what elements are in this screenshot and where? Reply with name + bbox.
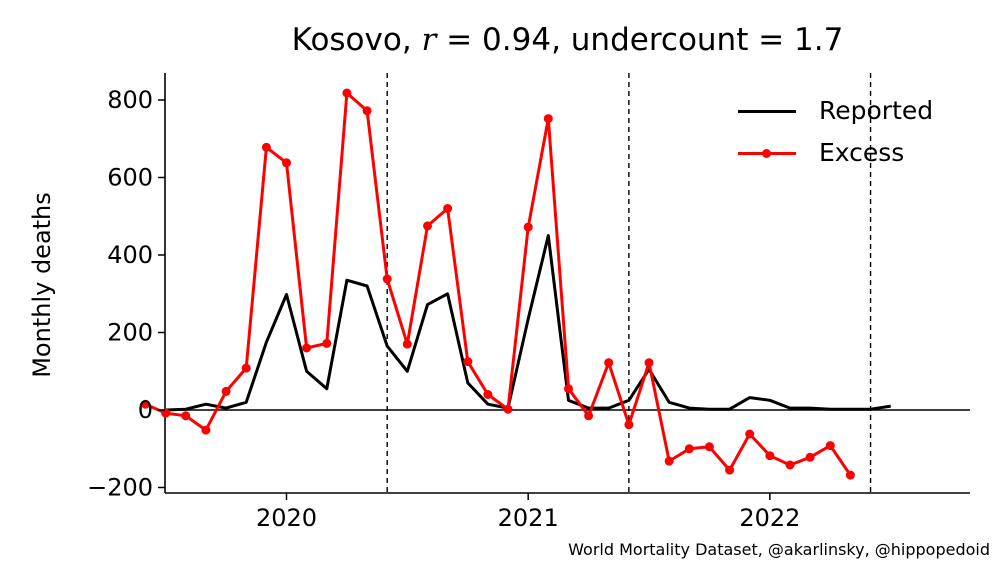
data-point-excess-7 xyxy=(282,158,291,168)
title-r-symbol: r xyxy=(421,22,437,58)
data-point-excess-1 xyxy=(161,408,171,418)
x-tick-label-2: 2022 xyxy=(739,504,800,532)
y-tick-label-2: 200 xyxy=(107,319,153,347)
legend: Reported Excess xyxy=(736,93,933,177)
legend-label-reported: Reported xyxy=(819,96,934,125)
data-point-excess-26 xyxy=(664,456,674,466)
chart-title: Kosovo, r = 0.94, undercount = 1.7 xyxy=(165,22,970,58)
x-tick-label-1: 2021 xyxy=(498,504,559,532)
data-point-excess-4 xyxy=(221,386,231,396)
data-point-excess-3 xyxy=(201,425,211,435)
data-point-excess-21 xyxy=(564,384,573,394)
data-point-excess-5 xyxy=(241,363,251,373)
data-point-excess-31 xyxy=(765,451,775,461)
data-point-excess-0 xyxy=(141,399,150,409)
data-point-excess-28 xyxy=(704,442,714,452)
axes xyxy=(164,73,970,494)
data-point-excess-32 xyxy=(785,460,795,470)
data-point-excess-6 xyxy=(261,142,271,152)
data-point-excess-11 xyxy=(362,106,372,116)
ticks-group: −200 0 200 400 600 800 2020 2021 2022 xyxy=(87,86,800,532)
data-point-excess-16 xyxy=(463,357,473,367)
legend-label-excess: Excess xyxy=(819,138,905,167)
y-tick-label-5: 800 xyxy=(107,86,153,114)
data-point-excess-30 xyxy=(745,429,755,439)
series-group xyxy=(141,88,891,480)
data-point-excess-25 xyxy=(644,358,654,368)
data-point-excess-23 xyxy=(604,358,614,368)
data-point-excess-15 xyxy=(443,204,453,213)
legend-item-reported: Reported xyxy=(736,93,933,135)
data-point-excess-17 xyxy=(483,390,493,399)
data-point-excess-10 xyxy=(342,88,352,98)
credit-text: World Mortality Dataset, @akarlinsky, @h… xyxy=(568,540,990,559)
title-stats: = 0.94, undercount = 1.7 xyxy=(436,22,844,58)
y-axis-label: Monthly deaths xyxy=(28,192,56,378)
data-point-excess-20 xyxy=(543,114,553,124)
series-line-reported xyxy=(165,234,891,412)
y-tick-label-4: 600 xyxy=(107,164,153,192)
data-point-excess-22 xyxy=(584,411,594,421)
data-point-excess-33 xyxy=(805,452,815,462)
data-point-excess-29 xyxy=(725,465,735,475)
data-point-excess-9 xyxy=(322,338,332,348)
data-point-excess-19 xyxy=(523,222,533,232)
series-line-excess xyxy=(144,91,852,476)
data-point-excess-13 xyxy=(402,339,412,349)
title-prefix: Kosovo, xyxy=(291,22,422,58)
data-point-excess-24 xyxy=(624,420,634,430)
legend-marker-excess xyxy=(762,149,771,158)
y-tick-label-0: −200 xyxy=(87,474,153,502)
data-point-excess-18 xyxy=(503,404,513,414)
y-tick-label-3: 400 xyxy=(107,241,153,269)
legend-swatch-reported xyxy=(738,110,796,113)
data-point-excess-14 xyxy=(423,221,432,231)
data-point-excess-34 xyxy=(825,441,835,451)
data-point-excess-27 xyxy=(684,444,694,454)
y-tick-label-1: 0 xyxy=(138,396,153,424)
x-tick-label-0: 2020 xyxy=(256,504,317,532)
data-point-excess-12 xyxy=(382,274,392,284)
data-point-excess-8 xyxy=(302,343,312,353)
data-point-excess-35 xyxy=(845,470,855,480)
legend-item-excess: Excess xyxy=(736,135,933,177)
data-point-excess-2 xyxy=(181,411,191,421)
